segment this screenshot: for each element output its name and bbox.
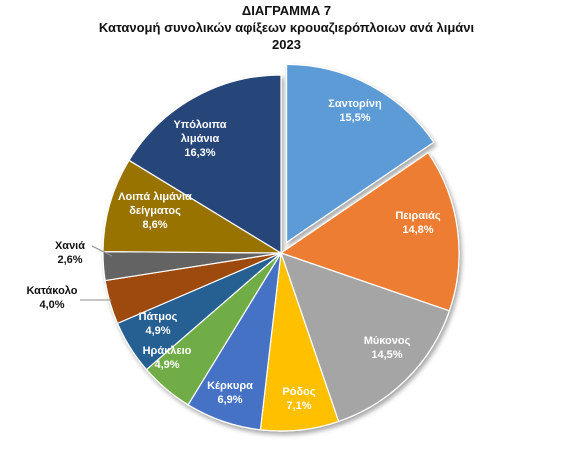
slice-label-2: Πειραιάς 14,8%: [395, 210, 441, 236]
slice-label-8: Κατάκολο 4,0%: [26, 285, 77, 311]
slice-label-5: Κέρκυρα 6,9%: [207, 380, 253, 406]
slice-label-1: Σαντορίνη 15,5%: [328, 98, 382, 124]
pie-slice-10: [102, 159, 284, 254]
chart-year: 2023: [272, 37, 301, 52]
chart-subtitle: Κατανομή συνολικών αφίξεων κρουαζιερόπλο…: [98, 20, 475, 35]
slice-label-9: Χανιά 2,6%: [55, 240, 85, 266]
slice-label-10: Λοιπά λιμάνια δείγματος 8,6%: [118, 191, 192, 231]
slice-label-4: Ρόδος 7,1%: [282, 386, 315, 412]
slice-label-7: Πάτμος 4,9%: [139, 311, 178, 337]
slice-label-11: Υπόλοιπα λιμάνια 16,3%: [173, 119, 226, 159]
pie-slice-2: [279, 151, 460, 312]
leader-line-9: [91, 245, 113, 257]
slice-label-3: Μύκονος 14,5%: [364, 335, 411, 361]
pie-slice-1: [286, 63, 435, 244]
slice-label-6: Ηράκλειο 4,9%: [143, 345, 192, 371]
pie-slice-11: [128, 74, 282, 255]
pie-slice-3: [280, 252, 451, 423]
chart-title-block: ΔΙΑΓΡΑΜΜΑ 7 Κατανομή συνολικών αφίξεων κ…: [0, 2, 573, 53]
chart-title: ΔΙΑΓΡΑΜΜΑ 7: [241, 3, 332, 18]
